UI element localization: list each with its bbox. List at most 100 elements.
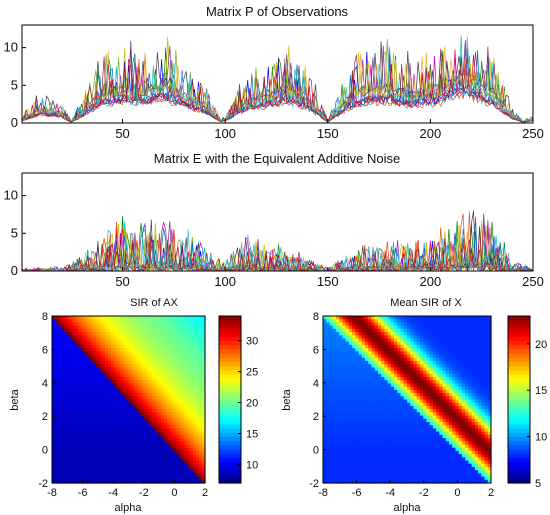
heat-cell — [169, 470, 174, 474]
heat-cell — [113, 470, 118, 474]
x-tick-label: 200 — [420, 126, 442, 141]
heat-cell — [332, 444, 337, 449]
heat-cell — [90, 438, 94, 442]
heat-cell — [66, 377, 71, 381]
heat-cell — [134, 354, 138, 359]
heat-cell — [445, 364, 450, 368]
heat-cell — [387, 454, 392, 458]
heat-cell — [196, 415, 200, 420]
heat-cell — [90, 370, 94, 375]
heat-cell — [436, 383, 440, 388]
heat-cell — [339, 447, 343, 452]
heat-cell — [348, 466, 353, 471]
heat-cell — [326, 450, 331, 455]
heat-cell — [96, 438, 100, 442]
heat-cell — [390, 444, 395, 449]
heat-cell — [381, 415, 385, 420]
heat-cell — [445, 393, 450, 397]
heat-cell — [332, 344, 337, 349]
heat-cell — [143, 434, 147, 439]
heat-cell — [125, 383, 130, 388]
heat-cell — [146, 431, 150, 436]
heat-cell — [99, 415, 103, 420]
heat-cell — [358, 319, 363, 324]
heat-cell — [199, 409, 203, 413]
heat-cell — [371, 457, 376, 462]
heat-cell — [436, 316, 440, 320]
heat-cell — [87, 412, 91, 417]
heat-cell — [397, 393, 402, 397]
heat-cell — [125, 380, 130, 385]
heat-cell — [78, 399, 83, 404]
heat-cell — [332, 373, 337, 378]
heat-cell — [196, 364, 200, 368]
y-tick-label: 6 — [42, 344, 48, 356]
heat-cell — [193, 322, 197, 327]
heat-cell — [52, 360, 56, 365]
heat-cell — [134, 421, 138, 426]
heat-cell — [113, 425, 118, 429]
heat-cell — [348, 354, 353, 359]
heat-cell — [439, 383, 444, 388]
heat-cell — [75, 479, 80, 484]
heat-cell — [178, 425, 183, 429]
heat-cell — [397, 428, 402, 433]
heat-cell — [377, 438, 382, 442]
heat-cell — [377, 460, 382, 465]
heat-cell — [390, 428, 395, 433]
heat-cell — [426, 425, 431, 429]
heat-cell — [63, 344, 68, 349]
heat-cell — [339, 335, 343, 340]
heat-cell — [358, 431, 363, 436]
heat-cell — [104, 470, 109, 474]
heat-cell — [387, 425, 392, 429]
heat-cell — [54, 332, 59, 336]
heat-cell — [361, 438, 366, 442]
heat-cell — [429, 405, 434, 410]
heat-cell — [157, 351, 162, 356]
heat-cell — [107, 325, 112, 330]
heat-cell — [125, 370, 130, 375]
heat-cell — [187, 344, 191, 349]
heat-cell — [172, 316, 177, 320]
heat-cell — [335, 386, 340, 391]
heat-cell — [81, 450, 85, 455]
heat-cell — [122, 383, 127, 388]
heat-cell — [107, 409, 112, 413]
heat-cell — [202, 351, 206, 356]
heat-cell — [419, 351, 424, 356]
heat-cell — [432, 450, 437, 455]
heat-cell — [90, 441, 94, 446]
heat-cell — [193, 463, 197, 468]
heat-cell — [429, 412, 434, 417]
heat-cell — [175, 377, 180, 381]
heat-cell — [104, 335, 109, 340]
heat-cell — [413, 457, 418, 462]
heat-cell — [332, 335, 337, 340]
heat-cell — [387, 367, 392, 372]
heat-cell — [199, 399, 203, 404]
heat-cell — [400, 322, 405, 327]
heat-cell — [371, 441, 376, 446]
heat-cell — [125, 444, 130, 449]
heat-cell — [154, 402, 159, 407]
heat-cell — [429, 447, 434, 452]
heat-cell — [184, 357, 188, 362]
heat-cell — [361, 338, 366, 343]
heat-cell — [323, 470, 327, 474]
heat-cell — [154, 348, 159, 352]
heat-cell — [407, 335, 411, 340]
heat-cell — [387, 438, 392, 442]
heat-cell — [384, 357, 389, 362]
heat-cell — [75, 447, 80, 452]
heat-cell — [93, 470, 97, 474]
heat-cell — [184, 367, 188, 372]
heat-cell — [339, 364, 343, 368]
heat-cell — [196, 386, 200, 391]
heat-cell — [329, 479, 334, 484]
heat-cell — [69, 438, 74, 442]
heat-cell — [143, 370, 147, 375]
heat-cell — [137, 383, 141, 388]
heat-cell — [104, 338, 109, 343]
heat-cell — [397, 479, 402, 484]
